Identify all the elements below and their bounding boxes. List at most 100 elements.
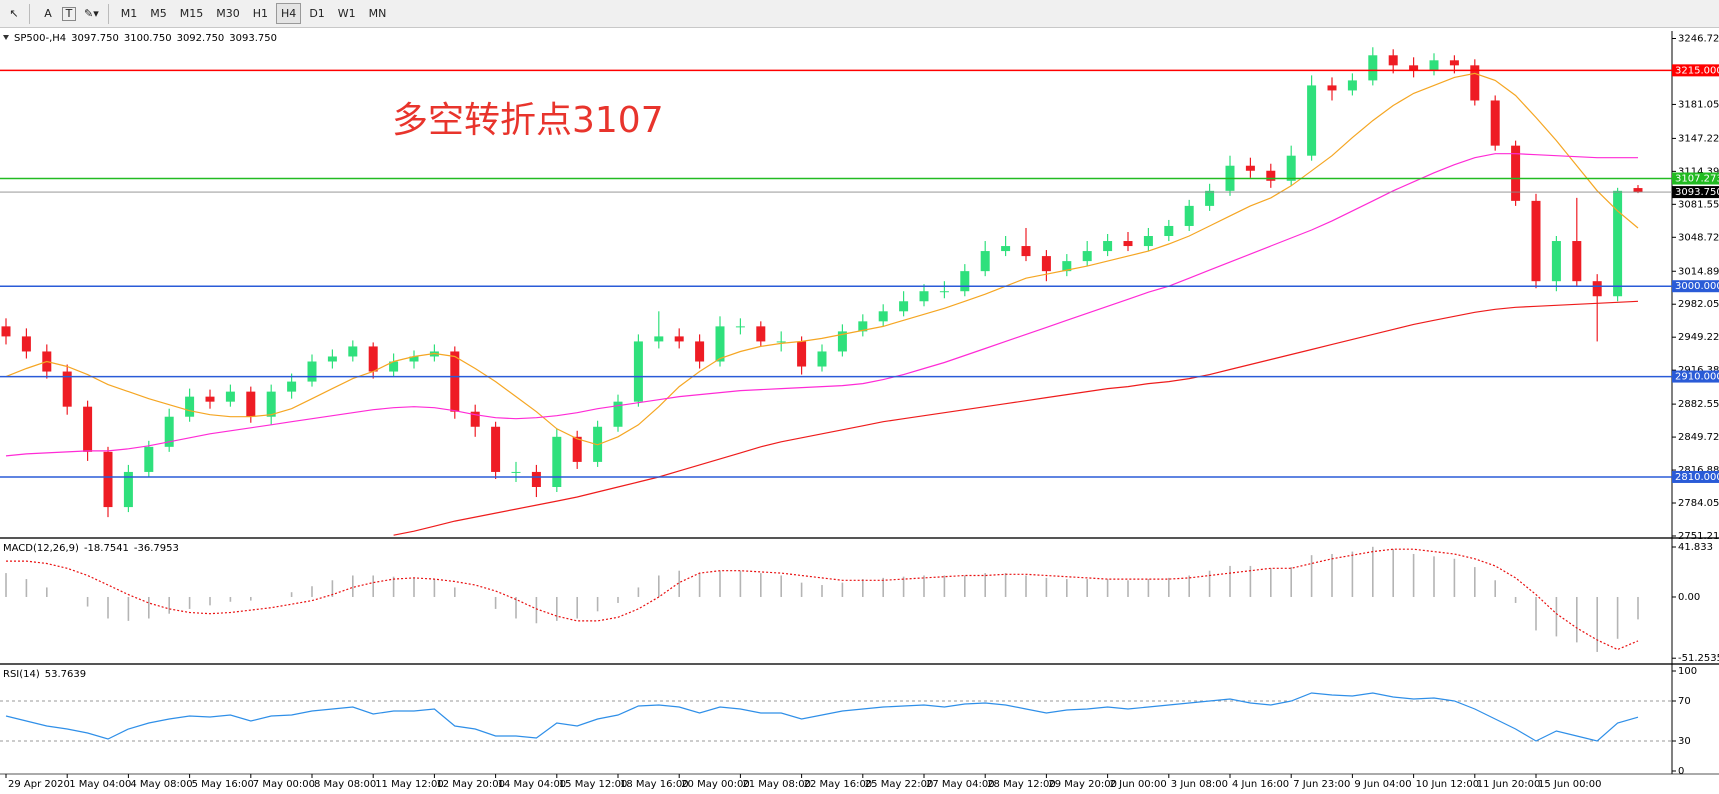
horizontal-line-label: 3215.000 (1675, 65, 1719, 76)
y-tick-label: 100 (1678, 666, 1697, 677)
candle-body (776, 341, 786, 343)
x-tick-label: 7 May 00:00 (253, 779, 315, 790)
timeframe-button[interactable]: H4 (276, 3, 302, 24)
timeframe-button[interactable]: M5 (150, 7, 167, 20)
candle-body (83, 406, 93, 452)
y-tick-label: 2849.720 (1678, 432, 1719, 443)
symbol: SP500-,H4 (14, 33, 66, 44)
panel-header: SP500-,H4 3097.750 3100.750 3092.750 3093.75… (14, 33, 277, 44)
panel-header: MACD(12,26,9) -18.7541 -36.7953 (3, 543, 179, 554)
timeframe-button[interactable]: MN (368, 7, 387, 20)
candle-body (246, 391, 256, 417)
candle-body (899, 301, 909, 312)
candle-body (450, 351, 460, 412)
y-tick-label: 2816.885 (1678, 465, 1719, 476)
x-tick-label: 22 May 16:00 (804, 779, 873, 790)
candle-body (1327, 85, 1337, 91)
candle-body (1103, 241, 1113, 252)
candle-body (715, 326, 725, 362)
x-tick-label: 11 Jun 20:00 (1477, 779, 1541, 790)
candle-body (1041, 256, 1051, 272)
candle-body (1, 326, 11, 337)
candle-body (470, 411, 480, 427)
timeframe-button[interactable]: D1 (309, 7, 325, 20)
header-value: -36.7953 (134, 543, 179, 554)
timeframe-button[interactable]: M1 (120, 7, 138, 20)
candle-body (1633, 188, 1643, 193)
candle-body (62, 371, 72, 407)
header-value: MACD(12,26,9) (3, 543, 79, 554)
candle-body (164, 416, 174, 447)
x-tick-label: 1 May 04:00 (69, 779, 131, 790)
candle-body (511, 471, 521, 473)
indicator-line (5, 153, 1638, 457)
text-tool[interactable]: A (44, 7, 52, 20)
x-tick-label: 28 May 12:00 (987, 779, 1056, 790)
header-value: 53.7639 (45, 669, 86, 680)
horizontal-line-label: 2810.000 (1675, 472, 1719, 483)
candle-body (1062, 261, 1072, 272)
label-tool[interactable]: T (62, 6, 76, 21)
candle-body (409, 356, 419, 362)
candle-body (735, 326, 745, 328)
candle-body (1409, 65, 1419, 71)
y-tick-label: -51.2535 (1678, 653, 1719, 664)
candle-body (1184, 205, 1194, 226)
x-tick-label: 27 May 04:00 (926, 779, 995, 790)
x-tick-label: 15 May 12:00 (559, 779, 628, 790)
timeframe-button[interactable]: M15 (179, 7, 204, 20)
timeframe-button[interactable]: H1 (252, 7, 269, 20)
x-tick-label: 25 May 22:00 (865, 779, 934, 790)
candle-body (1143, 236, 1153, 247)
x-tick-label: 14 May 04:00 (498, 779, 567, 790)
current-price-line-label: 3093.750 (1675, 187, 1719, 198)
x-tick-label: 9 Jun 04:00 (1354, 779, 1411, 790)
candle-body (756, 326, 766, 342)
cursor-tool[interactable]: ↖ (9, 7, 19, 20)
y-tick-label: 3147.220 (1678, 133, 1719, 144)
ohlc-value: 3097.750 (71, 33, 119, 44)
candle-body (674, 336, 684, 342)
candle-body (1123, 241, 1133, 247)
candle-body (1245, 165, 1255, 171)
horizontal-line-tag (1672, 172, 1719, 185)
candle-body (1347, 80, 1357, 91)
timeframe-button[interactable]: M30 (216, 7, 240, 20)
y-tick-label: 0.00 (1678, 592, 1700, 603)
candle-body (633, 341, 643, 402)
y-tick-label: 41.833 (1678, 542, 1713, 553)
candle-body (123, 471, 133, 508)
y-tick-label: 3081.555 (1678, 199, 1719, 210)
horizontal-line-label: 2910.000 (1675, 372, 1719, 383)
y-tick-label: 2982.055 (1678, 299, 1719, 310)
candle-body (1449, 60, 1459, 66)
timeframe-button[interactable]: W1 (337, 7, 356, 20)
y-tick-label: 3181.055 (1678, 99, 1719, 110)
candle-body (1082, 251, 1092, 262)
annotation: 多空转折点3107 (392, 100, 664, 141)
candle-body (1205, 190, 1215, 206)
candle-body (1286, 155, 1296, 181)
x-tick-label: 7 Jun 23:00 (1293, 779, 1350, 790)
toolbar: ↖ A T ✎▾ M1 M5 M15 M30 H1 H4 D1 W1 MN (0, 0, 1719, 28)
candle-body (919, 291, 929, 302)
x-tick-label: 8 May 08:00 (314, 779, 376, 790)
candle-body (552, 436, 562, 487)
shapes-tool[interactable]: ✎▾ (84, 7, 99, 20)
panel-background (0, 31, 1672, 538)
horizontal-line-tag (1672, 280, 1719, 293)
candle-body (266, 391, 276, 417)
candle-body (1388, 55, 1398, 66)
candle-body (613, 401, 623, 427)
candle-body (858, 321, 868, 332)
candle-body (1490, 100, 1500, 146)
header-value: RSI(14) (3, 669, 40, 680)
candle-body (837, 331, 847, 352)
x-tick-label: 20 May 00:00 (681, 779, 750, 790)
candle-body (1001, 246, 1011, 252)
candle-body (980, 251, 990, 272)
candle-body (327, 356, 337, 362)
y-tick-label: 0 (1678, 766, 1684, 777)
indicator-line (6, 548, 1639, 651)
y-tick-label: 3048.720 (1678, 232, 1719, 243)
